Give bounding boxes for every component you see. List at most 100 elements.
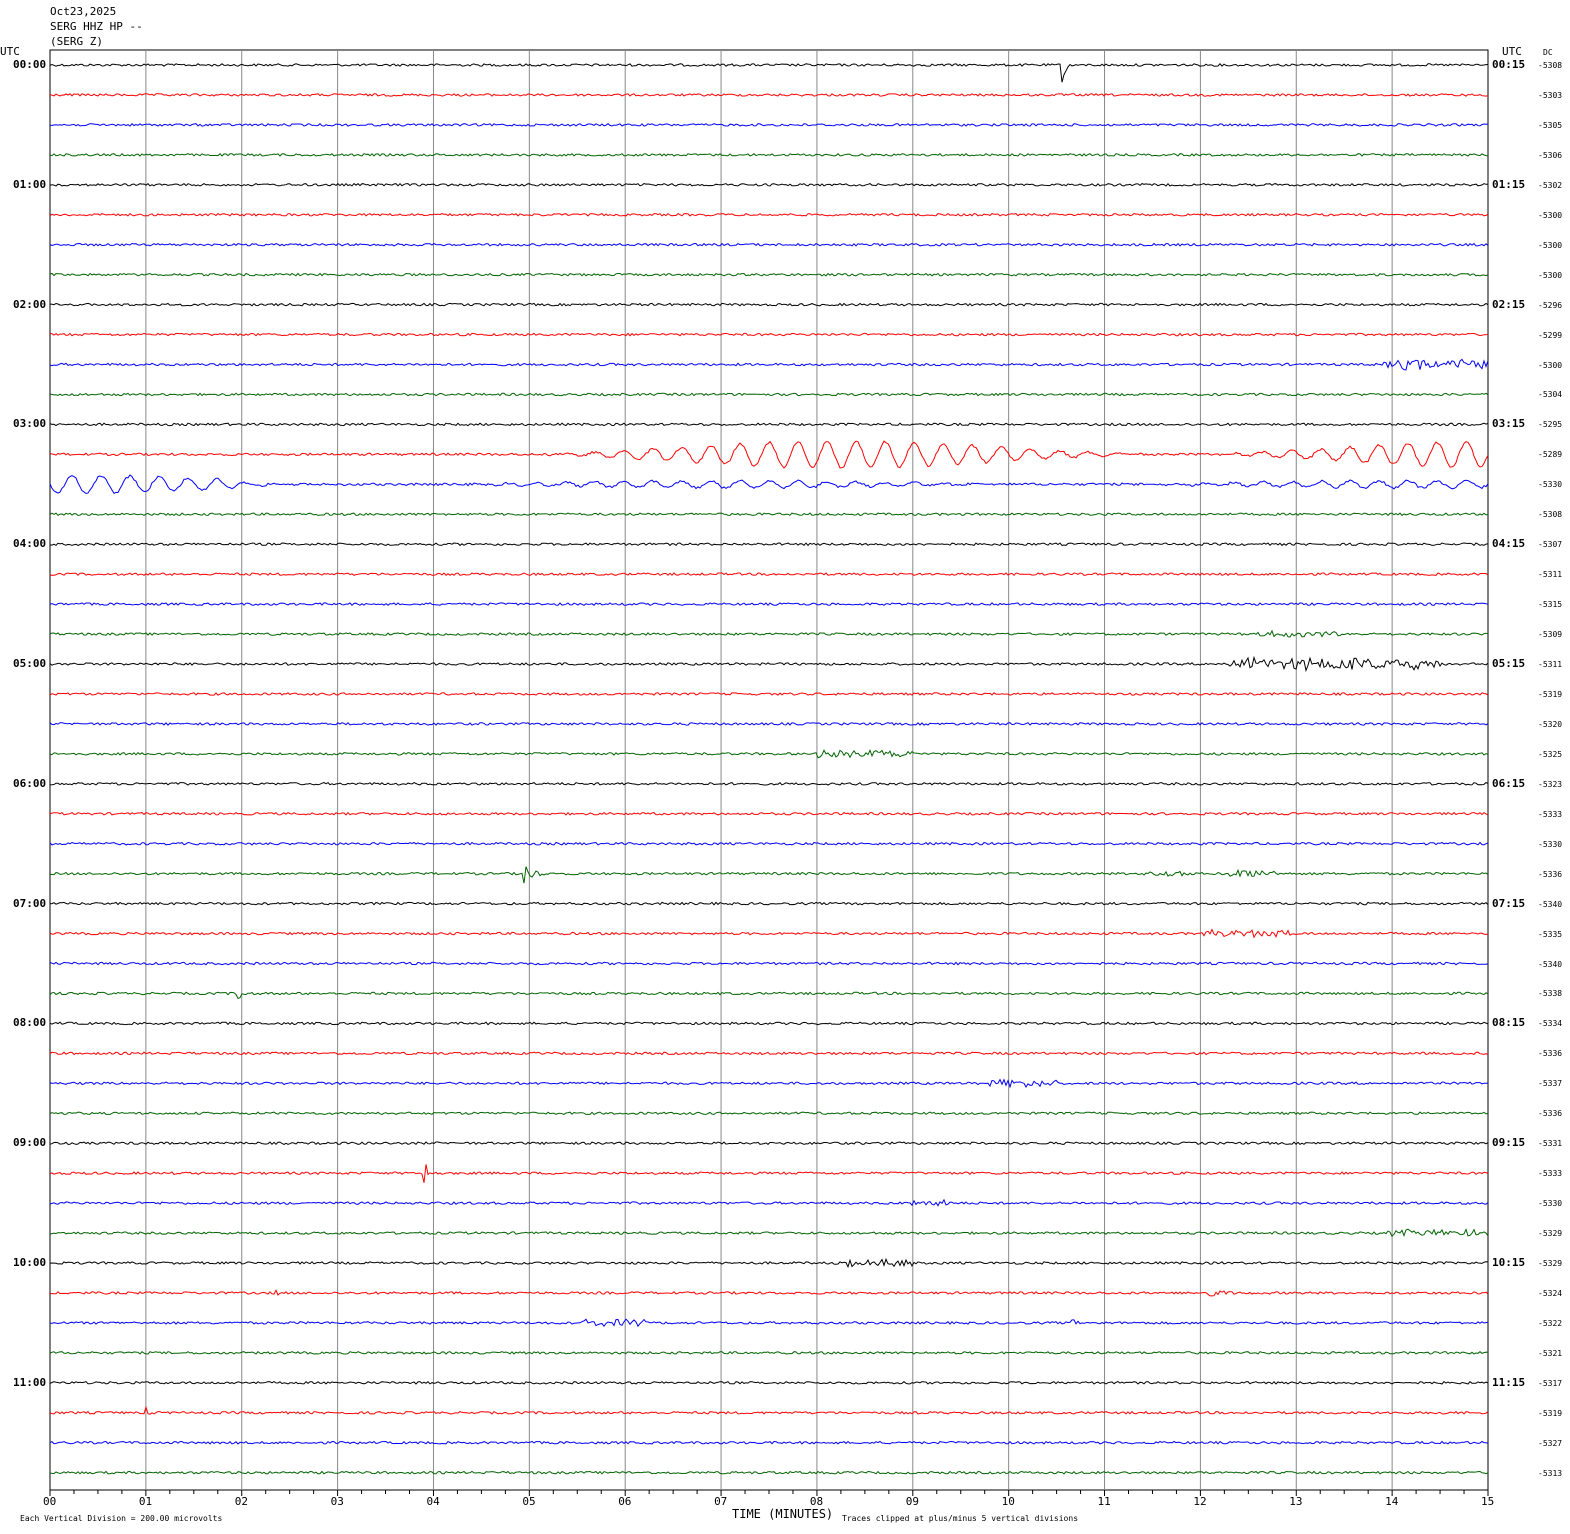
trace-line [49,1228,1489,1238]
trace-line [49,1257,1489,1269]
channel-label: (SERG Z) [50,35,103,48]
dc-value: -5319 [1538,1408,1563,1418]
dc-value: -5308 [1538,61,1563,70]
trace-line [49,692,1489,696]
x-tick-label: 06 [618,1495,632,1508]
trace-line [49,152,1489,157]
dc-value: -5330 [1538,1199,1563,1209]
dc-value: -5331 [1538,1139,1563,1149]
right-hour-label: 00:15 [1492,58,1526,71]
trace-line [49,212,1489,217]
trace-line [49,272,1489,277]
dc-value: -5300 [1538,360,1563,370]
right-hour-label: 04:15 [1492,537,1526,551]
dc-value: -5296 [1538,300,1563,310]
trace-line [49,961,1489,966]
left-hour-label: 00:00 [13,58,47,71]
left-hour-label: 07:00 [13,896,47,910]
trace-line [49,629,1489,638]
trace-line [49,841,1489,846]
clip-note: Traces clipped at plus/minus 5 vertical … [842,1514,1079,1523]
dc-value: -5337 [1538,1079,1563,1089]
dc-value: -5300 [1538,240,1563,250]
x-tick-label: 01 [138,1495,153,1508]
trace-line [49,928,1489,939]
x-tick-label: 02 [234,1495,248,1508]
dc-value: -5323 [1538,779,1563,789]
trace-line [49,242,1489,247]
dc-value: -5313 [1538,1468,1563,1478]
left-hour-label: 06:00 [13,776,47,790]
dc-value: -5333 [1538,809,1563,819]
trace-line [49,722,1489,726]
dc-value: -5300 [1538,270,1563,280]
x-tick-label: 09 [905,1495,920,1508]
trace-line [49,1351,1489,1355]
trace-line [49,182,1489,187]
dc-value: -5324 [1538,1288,1563,1298]
x-tick-label: 05 [522,1495,536,1508]
left-hour-label: 05:00 [13,657,47,670]
x-axis-title: TIME (MINUTES) [732,1507,834,1521]
trace-line [49,655,1489,673]
right-hour-label: 02:15 [1492,297,1526,311]
dc-value: -5309 [1538,630,1563,640]
trace-line [49,901,1489,906]
dc-value: -5289 [1538,450,1563,460]
trace-line [49,1470,1489,1475]
dc-value: -5334 [1538,1019,1563,1029]
x-tick-label: 14 [1385,1495,1399,1508]
right-hour-label: 11:15 [1492,1375,1526,1389]
dc-value: -5320 [1538,719,1563,729]
dc-value: -5340 [1538,899,1563,909]
dc-value: -5338 [1538,989,1563,999]
right-hour-label: 05:15 [1492,657,1526,670]
trace-line [49,748,1489,759]
trace-line [49,866,1489,884]
left-utc-label: UTC [0,45,20,58]
dc-value: -5315 [1538,600,1563,610]
dc-value: -5311 [1538,570,1563,580]
dc-value: -5336 [1538,1049,1563,1059]
dc-value: -5299 [1538,330,1563,340]
trace-line [50,122,1489,127]
x-tick-label: 03 [330,1495,344,1508]
trace-line [49,811,1489,816]
dc-value: -5329 [1538,1259,1563,1268]
trace-line [49,422,1489,427]
dc-value: -5306 [1538,150,1563,160]
left-hour-label: 02:00 [13,297,47,311]
dc-value: -5325 [1538,749,1563,759]
trace-line [49,991,1489,1000]
dc-value: -5335 [1538,929,1563,939]
right-hour-label: 10:15 [1492,1256,1526,1269]
dc-label: DC [1543,48,1553,57]
dc-value: -5307 [1538,540,1563,550]
dc-value: -5330 [1538,480,1563,490]
dc-value: -5317 [1538,1378,1563,1388]
x-tick-label: 04 [426,1495,440,1508]
trace-line [49,63,1489,83]
left-hour-label: 08:00 [13,1016,47,1030]
left-hour-label: 11:00 [13,1375,47,1389]
trace-line [49,1405,1489,1415]
trace-line [49,602,1489,607]
left-hour-label: 03:00 [13,417,47,431]
trace-line [49,542,1489,547]
dc-value: -5300 [1538,210,1563,220]
right-hour-label: 07:15 [1492,896,1526,910]
right-hour-label: 08:15 [1492,1016,1526,1030]
trace-line [49,358,1489,371]
dc-value: -5330 [1538,839,1563,849]
dc-value: -5305 [1538,120,1563,130]
trace-line [49,1440,1489,1445]
trace-line [49,392,1489,397]
trace-line [49,302,1489,307]
trace-line [49,1380,1489,1385]
left-hour-label: 10:00 [13,1256,47,1269]
trace-line [49,572,1489,577]
dc-value: -5333 [1538,1169,1563,1179]
x-tick-label: 00 [43,1495,57,1508]
trace-line [49,440,1489,469]
trace-line [49,1318,1489,1328]
